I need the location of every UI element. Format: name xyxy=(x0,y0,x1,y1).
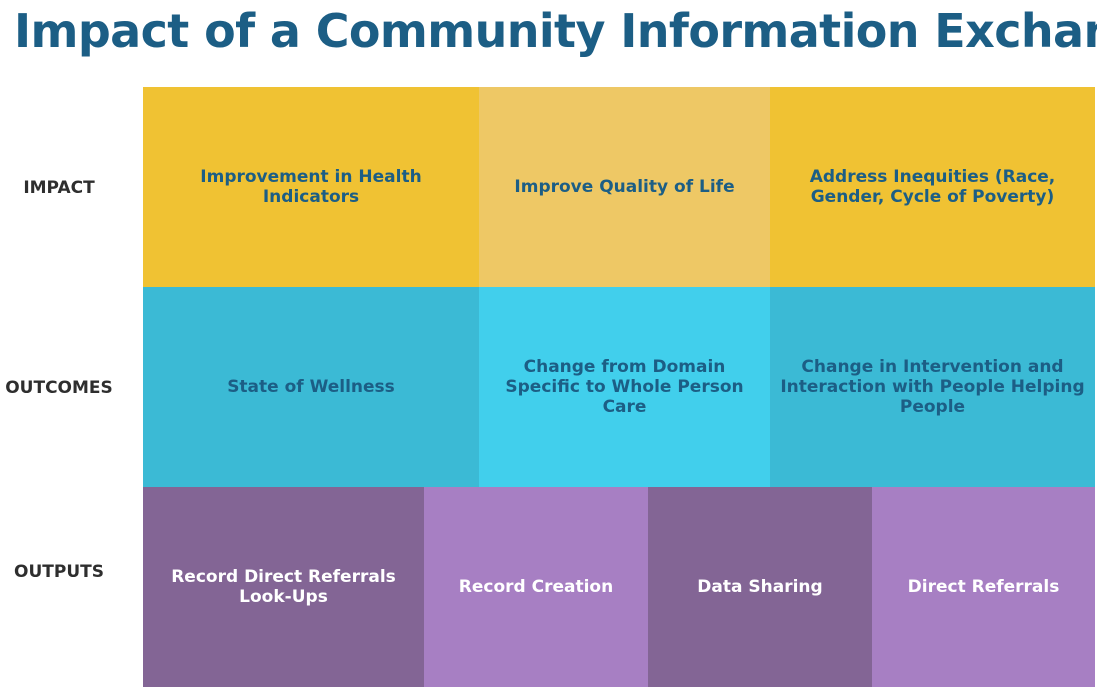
impact-box-quality-of-life: Improve Quality of Life xyxy=(479,87,770,287)
outcome-box-intervention-change: Change in Intervention and Interaction w… xyxy=(770,287,1095,487)
impact-box-health-indicators: Improvement in Health Indicators xyxy=(143,87,479,287)
row-label-impact: IMPACT xyxy=(23,178,95,198)
impact-box-address-inequities: Address Inequities (Race, Gender, Cycle … xyxy=(770,87,1095,287)
outcome-box-state-of-wellness: State of Wellness xyxy=(143,287,479,487)
output-box-data-sharing: Data Sharing xyxy=(648,487,872,687)
outcome-box-whole-person-care: Change from Domain Specific to Whole Per… xyxy=(479,287,770,487)
impact-row: Improvement in Health Indicators Improve… xyxy=(143,87,1095,287)
outcomes-row: State of Wellness Change from Domain Spe… xyxy=(143,287,1095,487)
outputs-row: Record Direct Referrals Look-Ups Record … xyxy=(143,487,1095,687)
output-box-record-creation: Record Creation xyxy=(424,487,648,687)
output-box-record-direct-referrals: Record Direct Referrals Look-Ups xyxy=(143,487,424,687)
row-label-outcomes: OUTCOMES xyxy=(5,378,113,398)
output-box-direct-referrals: Direct Referrals xyxy=(872,487,1095,687)
row-label-outputs: OUTPUTS xyxy=(14,562,104,582)
page-title: Impact of a Community Information Exchan… xyxy=(14,4,1097,58)
